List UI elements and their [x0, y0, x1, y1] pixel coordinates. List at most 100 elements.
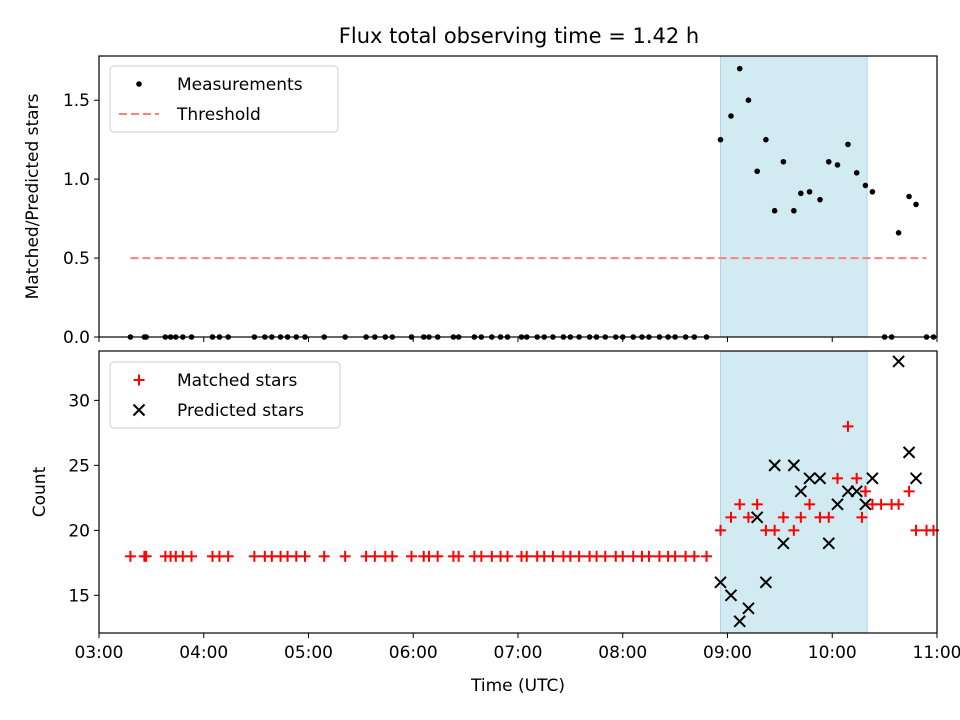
legend-label: Measurements — [177, 75, 303, 95]
matched-star-point — [248, 550, 260, 562]
measurement-point — [763, 136, 769, 143]
measurement-point — [845, 141, 851, 148]
matched-star-point — [769, 524, 781, 536]
matched-star-point — [903, 485, 915, 497]
predicted-star-point — [909, 472, 923, 485]
matched-star-point — [893, 498, 905, 510]
predicted-star-point — [813, 472, 827, 485]
count-y-ticks: 15 20 25 30 — [68, 391, 99, 606]
predicted-star-point — [892, 355, 905, 368]
count-axes-frame — [98, 350, 938, 634]
matched-star-point — [547, 550, 559, 562]
matched-star-point — [186, 550, 198, 562]
matched-star-point — [386, 550, 398, 562]
x-tick-label: 09:00 — [703, 643, 752, 663]
matched-star-point — [521, 550, 533, 562]
matched-star-point — [910, 524, 922, 536]
measurement-point — [895, 230, 902, 236]
legend-label: Matched stars — [177, 371, 297, 391]
legend-label: Threshold — [176, 105, 261, 125]
matched-star-point — [856, 511, 868, 523]
measurement-point — [791, 207, 797, 214]
predicted-star-point — [724, 589, 738, 602]
legend-dot-icon — [136, 81, 142, 87]
matched-stars-series — [124, 420, 940, 562]
matched-star-point — [475, 550, 487, 562]
y-tick-label: 0.0 — [63, 328, 90, 348]
observing-window-shade — [720, 350, 868, 634]
matched-star-point — [573, 550, 585, 562]
measurement-point — [736, 65, 743, 72]
y-tick-label: 1.0 — [63, 170, 90, 190]
measurement-point — [862, 182, 869, 189]
predicted-star-point — [759, 576, 773, 589]
matched-star-point — [669, 550, 681, 562]
measurement-point — [913, 201, 919, 208]
x-tick-label: 08:00 — [598, 643, 647, 663]
matched-star-point — [339, 550, 351, 562]
count-legend: Matched stars Predicted stars — [109, 361, 341, 429]
matched-star-point — [842, 420, 854, 432]
legend-box — [109, 361, 341, 429]
predicted-stars-series — [714, 355, 923, 628]
matched-star-point — [502, 550, 514, 562]
matched-star-point — [777, 511, 789, 523]
x-tick-label: 11:00 — [913, 643, 960, 663]
predicted-star-point — [733, 615, 746, 628]
y-tick-label: 25 — [68, 456, 90, 476]
matched-star-point — [823, 511, 835, 523]
legend-box — [109, 65, 339, 133]
matched-star-point — [643, 550, 655, 562]
ratio-panel: 0.0 0.5 1.0 1.5 Matched/Predicted stars Mea… — [23, 55, 938, 348]
measurement-point — [780, 158, 787, 165]
measurement-point — [745, 97, 752, 104]
ratio-axes-frame — [98, 55, 938, 338]
y-tick-label: 20 — [68, 521, 90, 541]
matched-star-point — [318, 550, 330, 562]
ratio-y-axis-label: Matched/Predicted stars — [23, 93, 43, 299]
matched-star-point — [715, 524, 727, 536]
measurement-point — [853, 170, 860, 176]
y-tick-label: 0.5 — [63, 249, 90, 269]
ratio-legend: Measurements Threshold — [109, 65, 339, 133]
matched-star-point — [688, 550, 700, 562]
legend-label: Predicted stars — [177, 401, 304, 421]
predicted-star-point — [822, 537, 835, 550]
matched-star-point — [742, 511, 754, 523]
matched-star-point — [299, 550, 311, 562]
measurement-point — [834, 162, 841, 168]
predicted-star-point — [787, 459, 801, 472]
legend-cross-icon — [132, 403, 146, 417]
y-tick-label: 15 — [68, 586, 90, 606]
x-tick-label: 05:00 — [284, 643, 333, 663]
matched-star-point — [599, 550, 611, 562]
measurement-point — [728, 113, 734, 119]
matched-star-point — [725, 511, 737, 523]
matched-star-point — [406, 550, 418, 562]
matched-star-point — [222, 550, 234, 562]
matched-star-point — [124, 550, 136, 562]
matched-star-point — [831, 472, 843, 484]
matched-star-point — [804, 498, 816, 510]
legend-plus-icon — [133, 374, 145, 386]
chart-title: Flux total observing time = 1.42 h — [339, 24, 699, 48]
predicted-star-point — [831, 498, 844, 511]
matched-star-point — [617, 550, 629, 562]
matched-star-point — [734, 498, 746, 510]
predicted-star-point — [768, 459, 781, 472]
matched-star-point — [859, 485, 871, 497]
predicted-star-point — [866, 472, 879, 485]
measurement-point — [798, 190, 804, 197]
matched-star-point — [369, 550, 381, 562]
predicted-star-point — [742, 602, 755, 615]
y-tick-label: 30 — [68, 391, 90, 411]
x-tick-label: 04:00 — [179, 643, 228, 663]
matched-star-point — [453, 550, 465, 562]
measurement-point — [806, 188, 813, 195]
time-x-ticks: 03:00 04:00 05:00 06:00 07:00 08:00 09:00 10:00… — [75, 633, 960, 663]
ratio-y-ticks: 0.0 0.5 1.0 1.5 — [63, 91, 99, 348]
matched-star-point — [751, 498, 763, 510]
matched-star-point — [875, 498, 887, 510]
